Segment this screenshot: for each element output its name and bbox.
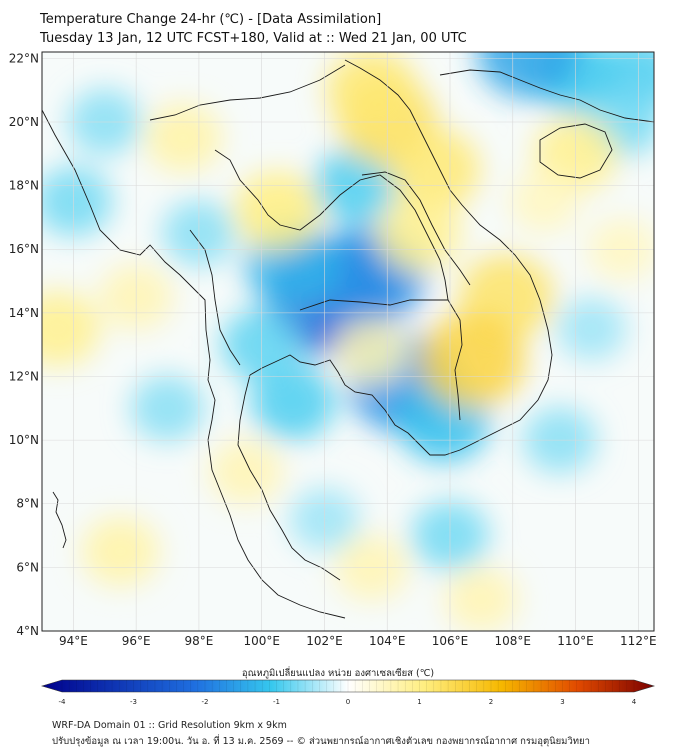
warming-area bbox=[81, 516, 160, 587]
border-north bbox=[149, 64, 346, 121]
border-thailand-laos bbox=[214, 149, 449, 301]
cooling-area bbox=[42, 166, 112, 237]
longitude-tick-label: 100°E bbox=[243, 634, 280, 648]
colorbar-tick-label: 0 bbox=[346, 698, 350, 706]
colorbar-ramp bbox=[40, 679, 656, 693]
latitude-tick-label: 14°N bbox=[9, 306, 39, 320]
warming-area bbox=[144, 103, 222, 173]
cooling-area bbox=[250, 363, 336, 440]
border-thailand-cambodia bbox=[299, 299, 463, 421]
warming-area bbox=[418, 312, 525, 409]
warming-area bbox=[444, 566, 519, 631]
coastline-myanmar bbox=[42, 109, 346, 619]
andaman-islands bbox=[52, 491, 67, 549]
warming-area bbox=[376, 195, 461, 272]
colorbar-tick-label: 3 bbox=[560, 698, 564, 706]
latitude-axis: 22°N 20°N 18°N 16°N 14°N 12°N 10°N 8°N 6°N 4°N bbox=[9, 51, 39, 638]
hainan-island bbox=[539, 123, 613, 179]
latitude-tick-label: 12°N bbox=[9, 369, 39, 383]
colorbar-tick-label: 4 bbox=[632, 698, 637, 706]
plot-frame bbox=[41, 51, 655, 632]
latitude-tick-label: 10°N bbox=[9, 433, 39, 447]
colorbar-tick-label: -1 bbox=[273, 698, 280, 706]
coastline-peninsula-east bbox=[237, 374, 341, 581]
warming-area bbox=[42, 290, 100, 367]
latitude-tick-label: 20°N bbox=[9, 115, 39, 129]
colorbar: -4 -3 -2 -1 0 1 2 3 4 bbox=[40, 679, 656, 706]
map-title: Temperature Change 24-hr (℃) - [Data Ass… bbox=[40, 12, 382, 27]
longitude-tick-label: 104°E bbox=[369, 634, 406, 648]
border-laos-vietnam bbox=[361, 171, 471, 286]
latitude-tick-label: 4°N bbox=[16, 624, 39, 638]
cooling-area bbox=[556, 297, 627, 361]
graticule bbox=[42, 52, 654, 631]
colorbar-label: อุณหภูมิเปลี่ยนแปลง หน่วย องศาเซลเซียส (… bbox=[241, 668, 435, 679]
cooling-area bbox=[130, 375, 205, 442]
latitude-tick-label: 8°N bbox=[16, 497, 39, 511]
coastline-vietnam bbox=[344, 59, 553, 451]
longitude-tick-label: 102°E bbox=[306, 634, 343, 648]
warming-area bbox=[233, 171, 322, 251]
map-subtitle: Tuesday 13 Jan, 12 UTC FCST+180, Valid a… bbox=[40, 31, 467, 46]
colorbar-tick-label: -4 bbox=[59, 698, 67, 706]
longitude-tick-label: 96°E bbox=[122, 634, 151, 648]
colorbar-tick-label: 1 bbox=[417, 698, 421, 706]
cooling-area bbox=[477, 52, 580, 99]
model-info: WRF-DA Domain 01 :: Grid Resolution 9km … bbox=[52, 720, 287, 731]
longitude-tick-label: 94°E bbox=[59, 634, 88, 648]
border-myanmar-thailand bbox=[189, 229, 241, 366]
warming-area bbox=[209, 438, 283, 506]
colorbar-tick-label: -3 bbox=[130, 698, 137, 706]
warming-area bbox=[334, 317, 409, 385]
warming-area bbox=[388, 128, 481, 211]
colorbar-tick-label: -2 bbox=[202, 698, 209, 706]
latitude-tick-label: 22°N bbox=[9, 51, 39, 65]
latitude-tick-label: 18°N bbox=[9, 179, 39, 193]
longitude-tick-label: 98°E bbox=[184, 634, 213, 648]
latitude-tick-label: 6°N bbox=[16, 560, 39, 574]
longitude-tick-label: 108°E bbox=[495, 634, 532, 648]
warming-area bbox=[325, 52, 418, 132]
longitude-tick-label: 112°E bbox=[620, 634, 657, 648]
longitude-tick-label: 110°E bbox=[557, 634, 594, 648]
anomaly-field bbox=[42, 52, 654, 631]
credit-line: ปรับปรุงข้อมูล ณ เวลา 19:00น. วัน อ. ที่… bbox=[52, 736, 590, 747]
colorbar-tick-label: 2 bbox=[489, 698, 493, 706]
longitude-tick-label: 106°E bbox=[432, 634, 469, 648]
longitude-axis: 94°E 96°E 98°E 100°E 102°E 104°E 106°E 108°E 110… bbox=[59, 634, 657, 648]
coastline-gulf bbox=[249, 354, 461, 456]
coastlines bbox=[42, 59, 654, 619]
latitude-tick-label: 16°N bbox=[9, 242, 39, 256]
warming-area bbox=[509, 170, 580, 234]
coastline-south-china bbox=[439, 69, 654, 123]
